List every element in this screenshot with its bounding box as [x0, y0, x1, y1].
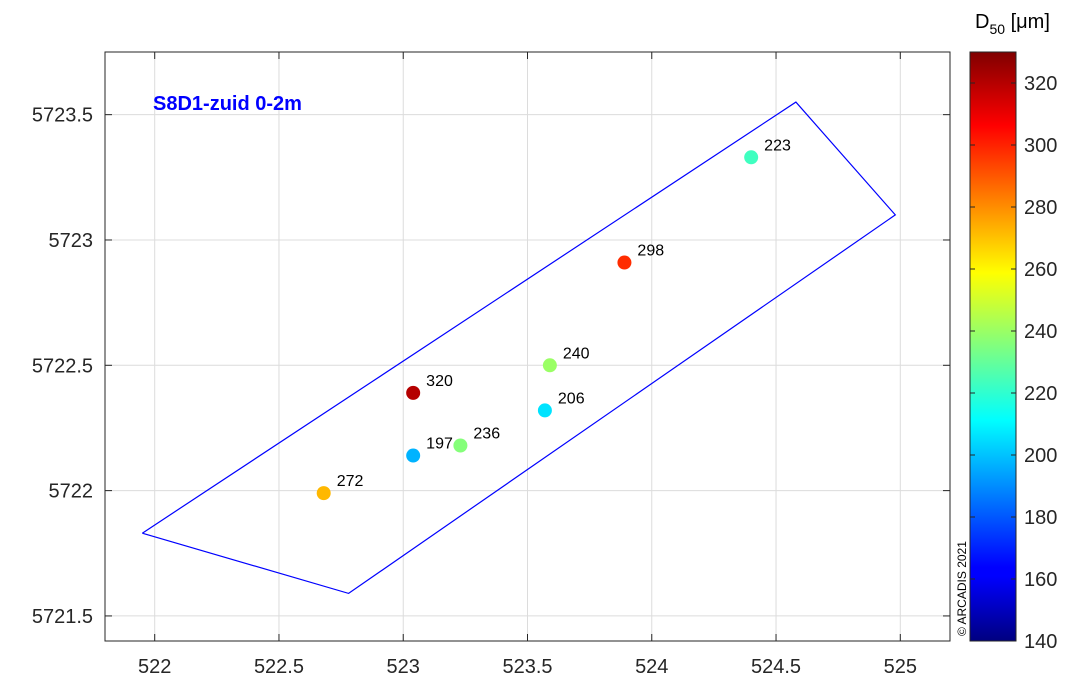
colorbar-label-sub: 50 — [989, 21, 1005, 37]
grid-lines — [105, 52, 950, 641]
colorbar-tick-label: 280 — [1024, 197, 1057, 219]
colorbar-tick-label: 160 — [1024, 569, 1057, 591]
colorbar-tick-label: 300 — [1024, 135, 1057, 157]
colorbar-ticks: 140 160 180 200 220 240 260 280 300 320 — [970, 73, 1057, 653]
sample-point — [406, 448, 421, 463]
colorbar-tick-label: 200 — [1024, 445, 1057, 467]
sample-point-label: 320 — [426, 373, 453, 390]
sample-point-label: 240 — [563, 345, 590, 362]
colorbar — [969, 51, 1017, 642]
y-tick-label: 5722 — [49, 481, 94, 503]
sample-point — [617, 255, 632, 270]
y-tick-label: 5723 — [49, 230, 94, 252]
y-tick-label: 5723.5 — [32, 105, 93, 127]
x-tick-label: 522.5 — [254, 656, 304, 678]
sample-point — [316, 486, 331, 501]
sample-point-label: 236 — [473, 426, 500, 443]
sample-point-label: 298 — [637, 243, 664, 260]
x-tick-label: 523.5 — [502, 656, 552, 678]
sample-point — [453, 438, 468, 453]
colorbar-tick-label: 140 — [1024, 631, 1057, 653]
sample-point — [542, 358, 557, 373]
colorbar-tick-label: 240 — [1024, 321, 1057, 343]
x-tick-label: 524 — [635, 656, 668, 678]
colorbar-tick-label: 180 — [1024, 507, 1057, 529]
sample-point — [537, 403, 552, 418]
x-axis-ticks: 522 522.5 523 523.5 524 524.5 525 — [138, 52, 917, 678]
area-annotation: S8D1-zuid 0-2m — [153, 93, 302, 115]
sample-point-label: 272 — [337, 473, 364, 490]
sample-point — [406, 385, 421, 400]
y-tick-label: 5721.5 — [32, 606, 93, 628]
x-tick-label: 525 — [884, 656, 917, 678]
colorbar-tick-label: 220 — [1024, 383, 1057, 405]
y-axis-ticks: 5721.5 5722 5722.5 5723 5723.5 — [32, 105, 950, 628]
colorbar-label-unit: [μm] — [1005, 11, 1050, 33]
x-tick-label: 524.5 — [751, 656, 801, 678]
colorbar-label: D50 [μm] — [975, 11, 1050, 37]
colorbar-label-main: D — [975, 11, 989, 33]
x-tick-label: 522 — [138, 656, 171, 678]
sample-point-label: 197 — [426, 436, 453, 453]
sample-point-label: 223 — [764, 137, 791, 154]
survey-area-polygon — [141, 101, 897, 595]
sample-point-label: 206 — [558, 390, 585, 407]
y-tick-label: 5722.5 — [32, 355, 93, 377]
colorbar-tick-label: 320 — [1024, 73, 1057, 95]
copyright-note: © ARCADIS 2021 — [955, 541, 969, 636]
x-tick-label: 523 — [387, 656, 420, 678]
data-points-layer: 223 298 240 320 206 236 197 272 — [316, 137, 791, 501]
survey-area-layer — [141, 101, 897, 595]
colorbar-tick-label: 260 — [1024, 259, 1057, 281]
sample-point — [744, 150, 759, 165]
